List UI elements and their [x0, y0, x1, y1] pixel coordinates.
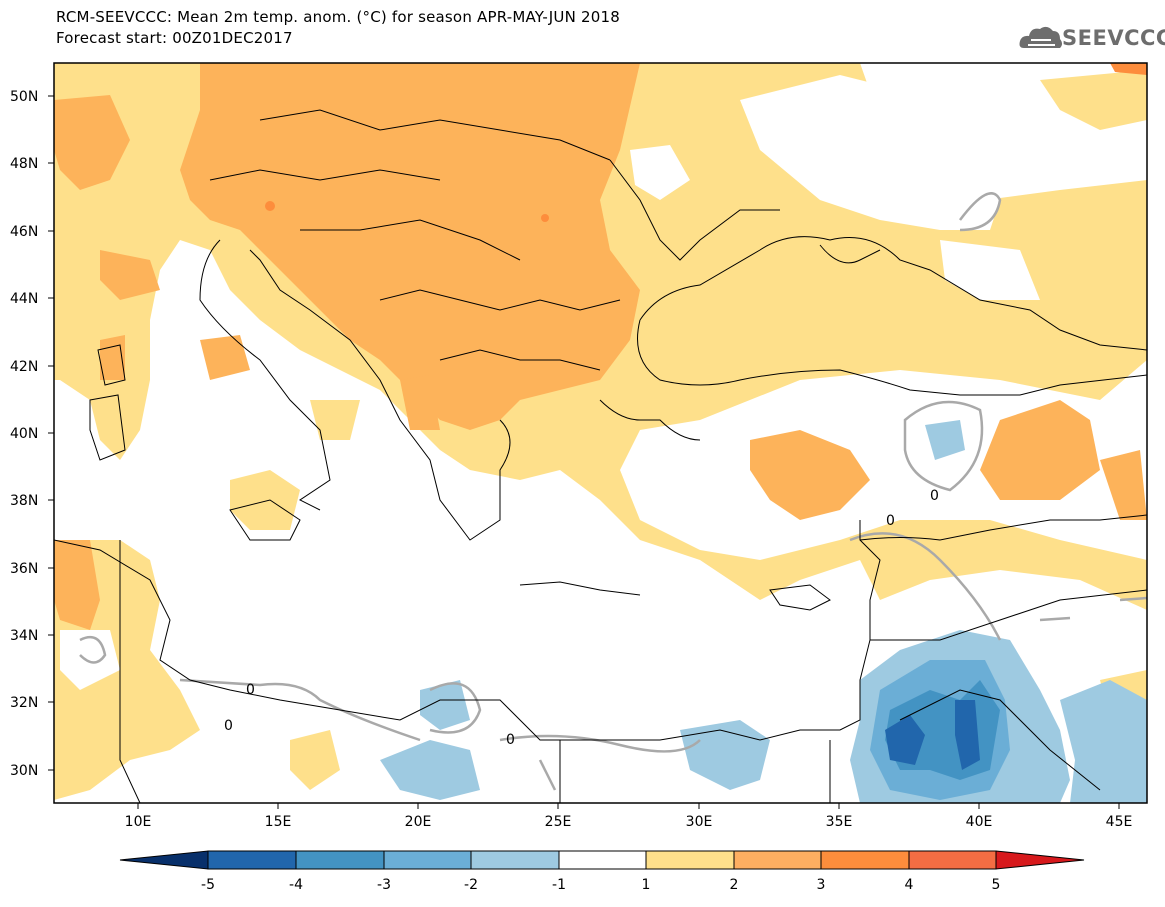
- coastlines: [54, 109, 1147, 803]
- colorbar-label: 1: [642, 877, 651, 893]
- colorbar-segment: [207, 850, 297, 870]
- lat-tick-label: 32N: [10, 695, 38, 711]
- colorbar-label: -5: [201, 877, 215, 893]
- colorbar-segment: [820, 850, 910, 870]
- colorbar-label: 4: [905, 877, 914, 893]
- lon-tick-label: 25E: [545, 814, 572, 830]
- anomaly-pos3-areas: [265, 63, 1147, 222]
- contour-labels: 0 0 0 0 0: [224, 488, 939, 748]
- map-field: 0 0 0 0 0: [54, 63, 1147, 803]
- colorbar-segment: [908, 850, 997, 870]
- lon-tick-label: 40E: [966, 814, 993, 830]
- neutral-areas: [60, 75, 1040, 690]
- colorbar-label: 2: [730, 877, 739, 893]
- lat-tick-label: 46N: [10, 224, 38, 240]
- colorbar-segment: [645, 850, 735, 870]
- contour-label: 0: [930, 488, 939, 504]
- colorbar-extend-min: [119, 850, 209, 870]
- lat-tick-label: 48N: [10, 156, 38, 172]
- lat-tick-label: 40N: [10, 426, 38, 442]
- colorbar: -5 -4 -3 -2 -1 1 2 3 4 5: [119, 850, 1085, 893]
- map-title: RCM-SEEVCCC: Mean 2m temp. anom. (°C) fo…: [56, 8, 620, 26]
- contour-label: 0: [506, 732, 515, 748]
- forecast-start-label: Forecast start: 00Z01DEC2017: [56, 29, 293, 47]
- colorbar-label: 5: [992, 877, 1001, 893]
- contour-label: 0: [224, 718, 233, 734]
- colorbar-segment: [383, 850, 472, 870]
- lon-tick-label: 45E: [1106, 814, 1133, 830]
- latitude-axis: 50N 48N 46N 44N 42N 40N 38N 36N 34N 32N …: [10, 89, 54, 779]
- lon-tick-label: 15E: [265, 814, 292, 830]
- lat-tick-label: 30N: [10, 763, 38, 779]
- colorbar-label: -3: [377, 877, 391, 893]
- contour-label: 0: [246, 682, 255, 698]
- colorbar-segment: [733, 850, 822, 870]
- colorbar-label: 3: [817, 877, 826, 893]
- anomaly-neg4-areas: [885, 700, 980, 770]
- anomaly-pos2-areas: [54, 63, 1147, 630]
- seevccc-logo-cloud-icon: [1019, 26, 1062, 48]
- zero-contours: [79, 192, 1147, 791]
- lon-tick-label: 35E: [826, 814, 853, 830]
- longitude-axis: 10E 15E 20E 25E 30E 35E 40E 45E: [125, 803, 1133, 830]
- colorbar-label: -1: [552, 877, 566, 893]
- colorbar-label: -2: [464, 877, 478, 893]
- lat-tick-label: 38N: [10, 493, 38, 509]
- seevccc-logo-text: SEEVCCC: [1062, 26, 1165, 50]
- lat-tick-label: 42N: [10, 359, 38, 375]
- colorbar-label: -4: [289, 877, 303, 893]
- lat-tick-label: 44N: [10, 291, 38, 307]
- lat-tick-label: 34N: [10, 628, 38, 644]
- lon-tick-label: 30E: [686, 814, 713, 830]
- lat-tick-label: 50N: [10, 89, 38, 105]
- lon-tick-label: 10E: [125, 814, 152, 830]
- lon-tick-label: 20E: [405, 814, 432, 830]
- lat-tick-label: 36N: [10, 561, 38, 577]
- colorbar-segment: [470, 850, 560, 870]
- colorbar-segment: [295, 850, 385, 870]
- colorbar-segment: [558, 850, 647, 870]
- colorbar-extend-max: [995, 850, 1085, 870]
- contour-label: 0: [886, 513, 895, 529]
